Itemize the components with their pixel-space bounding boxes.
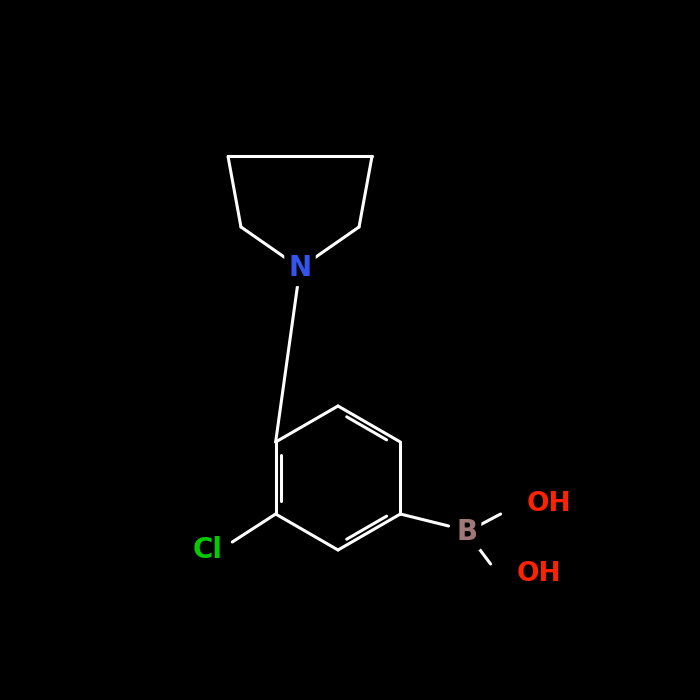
Text: OH: OH	[517, 561, 561, 587]
Text: OH: OH	[526, 491, 571, 517]
Text: Cl: Cl	[193, 536, 223, 564]
Text: N: N	[288, 254, 312, 282]
Text: B: B	[456, 518, 477, 546]
